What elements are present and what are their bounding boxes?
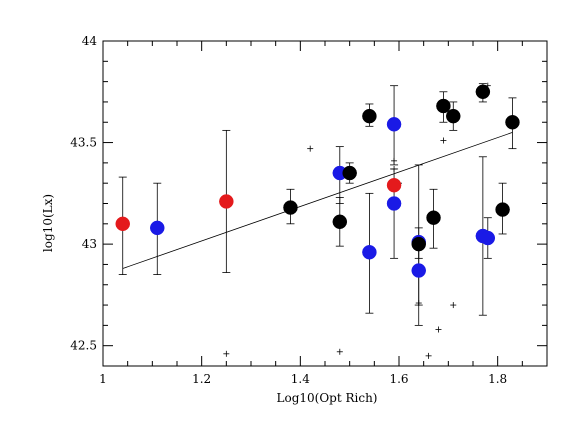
data-point [342, 165, 357, 181]
data-point [219, 194, 234, 209]
fit-line [122, 132, 513, 269]
data-point [436, 98, 451, 114]
x-axis-label: Log10(Opt Rich) [277, 391, 378, 405]
data-point [362, 108, 377, 124]
cross-marker [307, 145, 314, 152]
data-point [386, 117, 402, 132]
y-tick-label: 44 [82, 34, 98, 48]
data-point [446, 108, 461, 124]
data-point [411, 263, 426, 278]
x-tick-label: 1.2 [192, 372, 211, 386]
data-point [386, 196, 402, 211]
cross-marker [435, 326, 442, 333]
data-point [480, 230, 496, 246]
y-tick-label: 42.5 [70, 339, 97, 353]
data-point [386, 177, 402, 193]
data-point [411, 236, 426, 252]
y-axis-label: log10(Lx) [41, 194, 55, 252]
cross-marker [450, 302, 457, 309]
data-point [150, 220, 165, 236]
data-point [426, 210, 441, 225]
cross-marker [440, 137, 447, 144]
y-tick-label: 43.5 [70, 136, 97, 150]
data-point [362, 245, 377, 260]
cross-marker [425, 352, 432, 359]
y-tick-label: 43 [82, 237, 97, 251]
x-tick-label: 1.8 [488, 372, 507, 386]
data-point [332, 214, 348, 230]
data-point [505, 115, 520, 130]
x-tick-label: 1.4 [291, 372, 310, 386]
data-point [475, 84, 491, 100]
cross-marker [223, 350, 230, 357]
x-tick-label: 1 [99, 372, 107, 386]
x-tick-label: 1.6 [389, 372, 408, 386]
data-point [283, 200, 298, 215]
data-point [495, 202, 510, 217]
data-point [115, 216, 130, 232]
cross-marker [336, 348, 343, 355]
